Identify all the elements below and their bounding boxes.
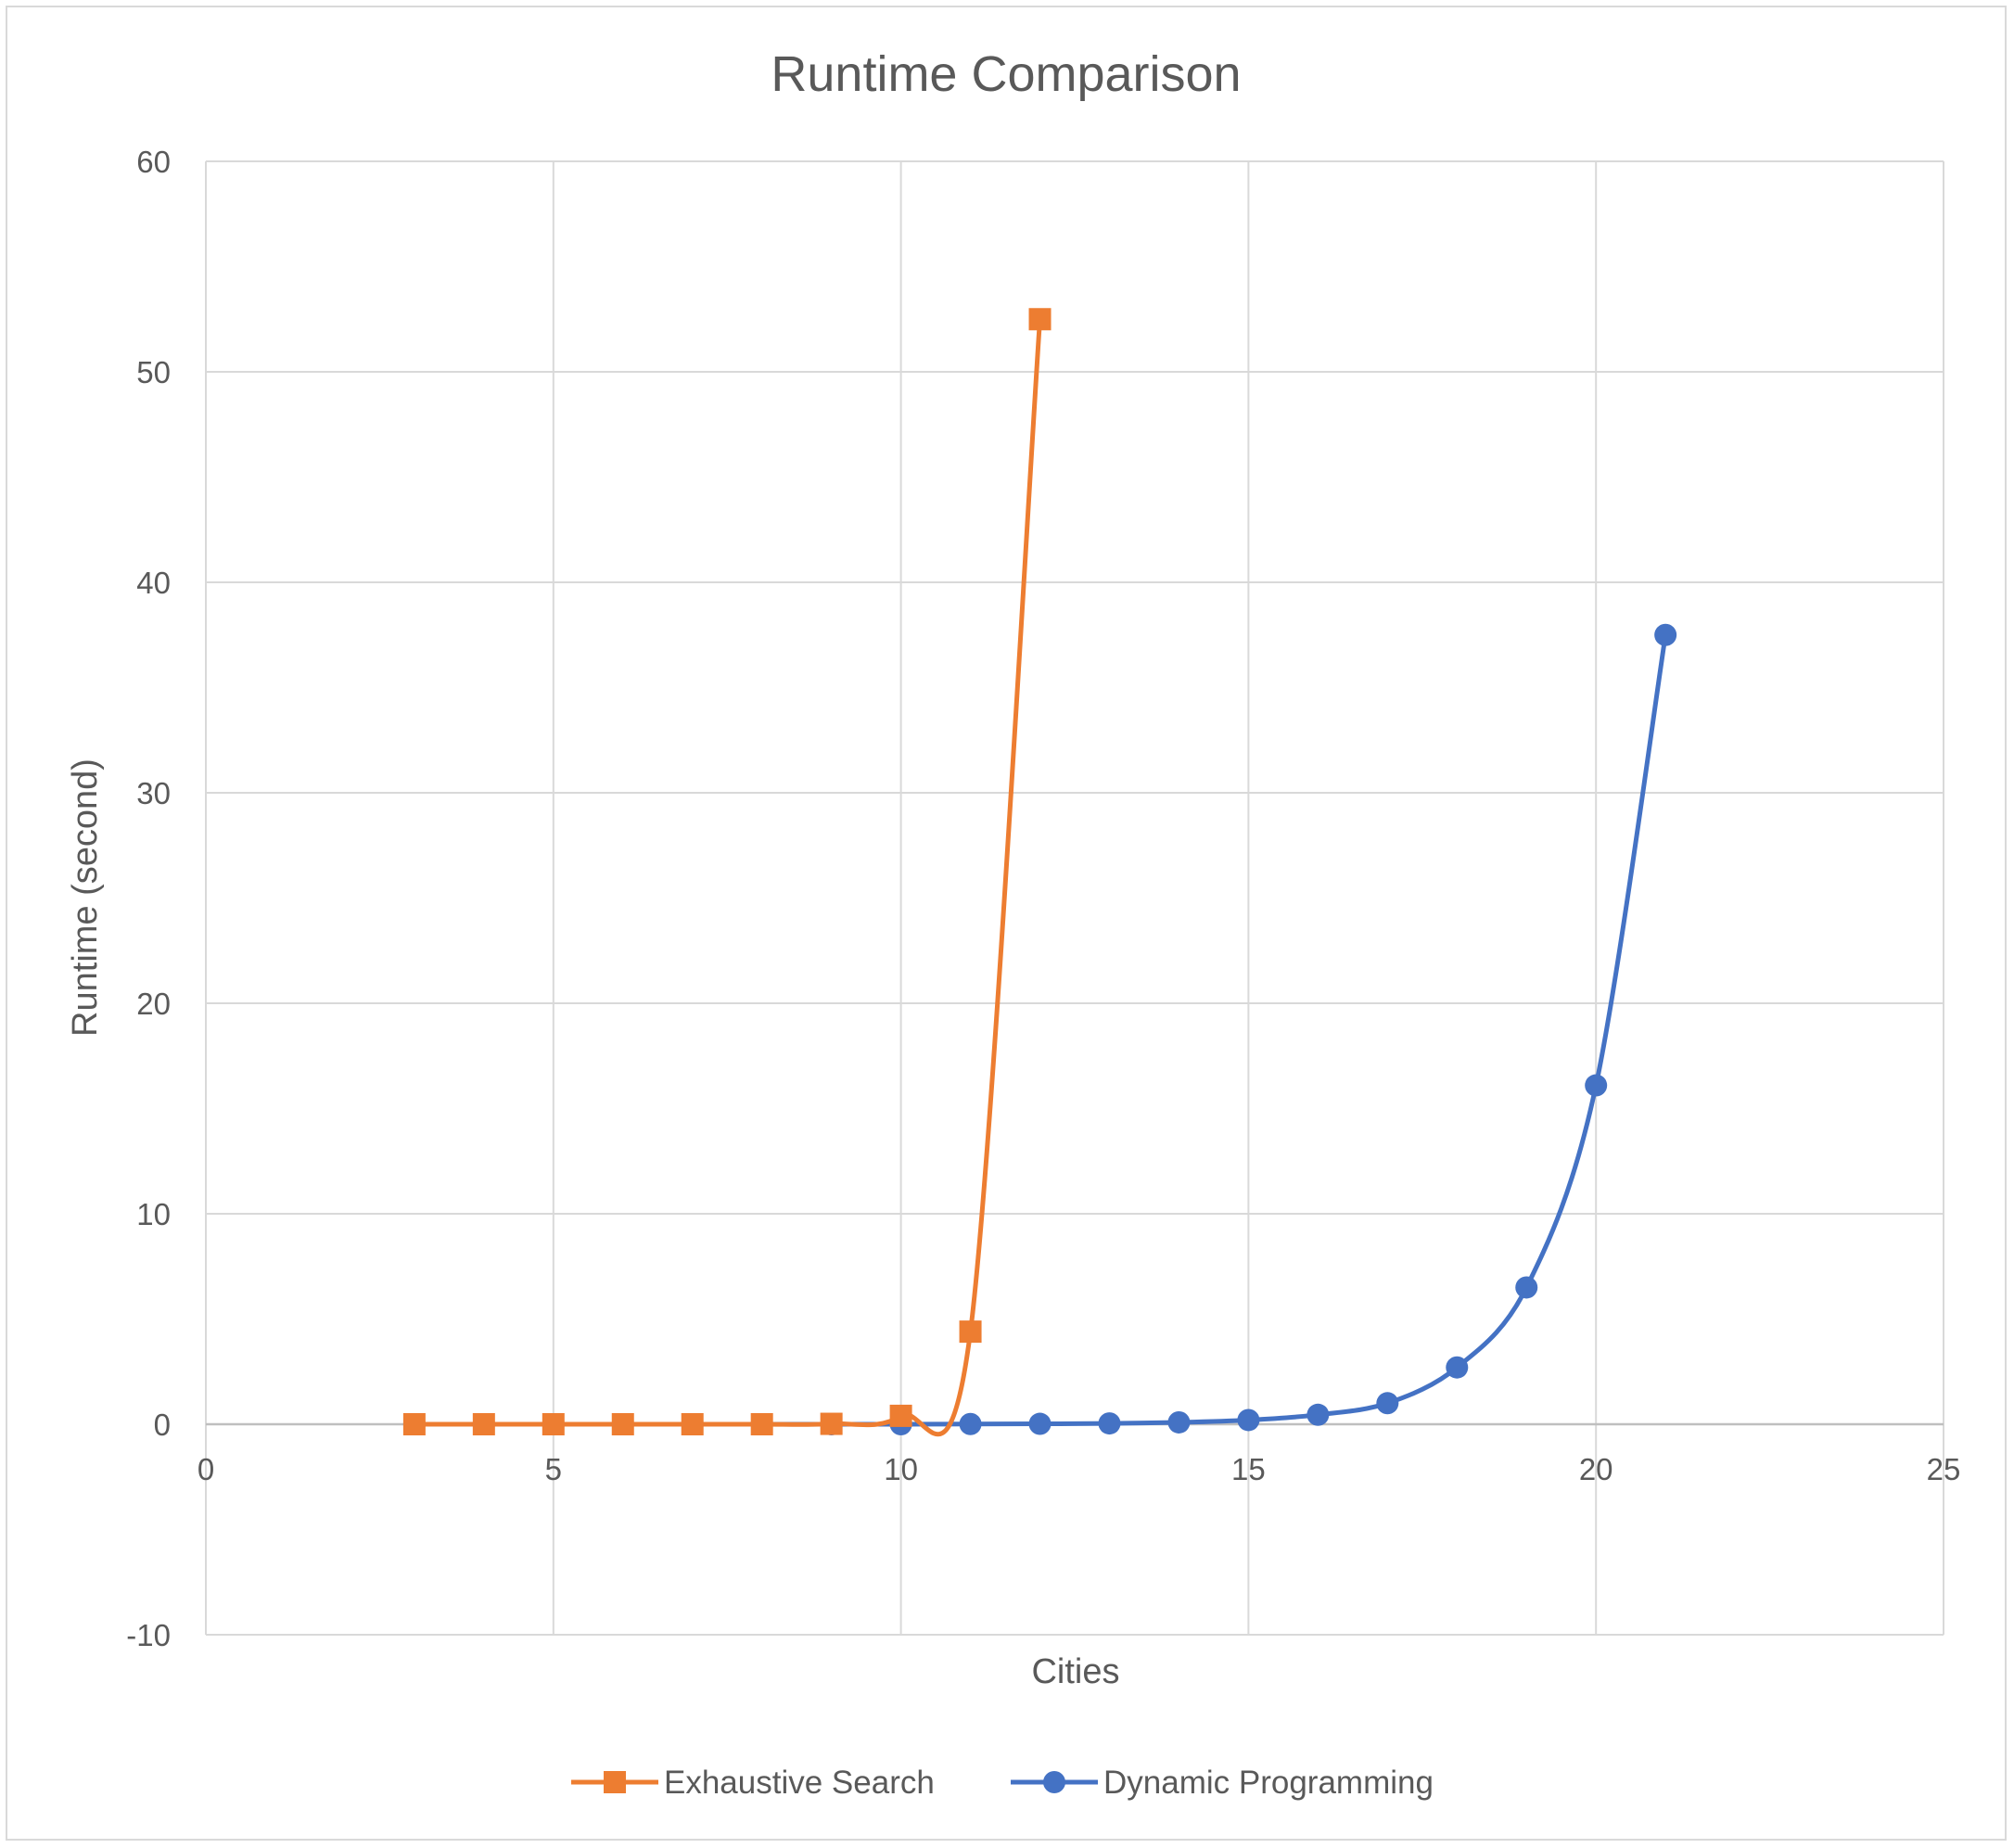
dynamic-programming-point xyxy=(959,1412,982,1435)
exhaustive-search-point xyxy=(472,1413,495,1435)
dynamic-programming-point xyxy=(1585,1074,1608,1097)
legend-label: Dynamic Programming xyxy=(1103,1765,1434,1801)
exhaustive-search-point xyxy=(750,1413,773,1435)
series-exhaustive-search xyxy=(402,308,1052,1437)
x-axis-title: Cities xyxy=(1031,1652,1119,1691)
y-tick-label: 30 xyxy=(136,776,171,810)
chart-title: Runtime Comparison xyxy=(771,46,1241,102)
chart-frame xyxy=(6,6,2007,1841)
y-tick-label: 40 xyxy=(136,566,171,600)
exhaustive-search-point xyxy=(889,1404,912,1427)
y-axis-title: Runtime (second) xyxy=(66,758,105,1037)
y-tick-label: 0 xyxy=(154,1408,171,1442)
legend-item-exhaustive-search: Exhaustive Search xyxy=(571,1765,935,1801)
series-dynamic-programming xyxy=(402,623,1677,1435)
exhaustive-search-point xyxy=(959,1320,982,1344)
x-tick-label: 0 xyxy=(198,1452,214,1486)
exhaustive-search-line xyxy=(412,316,1043,1437)
dynamic-programming-point xyxy=(1446,1356,1469,1379)
x-tick-label: 10 xyxy=(884,1452,918,1486)
dynamic-programming-point xyxy=(1167,1410,1191,1434)
y-tick-label: 60 xyxy=(136,145,171,179)
x-tick-label: 5 xyxy=(545,1452,562,1486)
dynamic-programming-point xyxy=(1307,1403,1330,1426)
dynamic-programming-point xyxy=(1654,623,1677,646)
exhaustive-search-point xyxy=(402,1413,426,1435)
legend: Exhaustive Search Dynamic Programming xyxy=(571,1765,1434,1801)
exhaustive-search-point xyxy=(820,1412,843,1435)
legend-label: Exhaustive Search xyxy=(664,1765,935,1801)
x-tick-label: 25 xyxy=(1927,1452,1961,1486)
dynamic-programming-point xyxy=(1515,1276,1538,1299)
y-tick-label: 20 xyxy=(136,987,171,1021)
gridlines xyxy=(205,160,1944,1636)
dynamic-programming-point xyxy=(1028,1412,1052,1435)
legend-swatch-marker xyxy=(604,1771,626,1793)
dynamic-programming-point xyxy=(1237,1408,1260,1432)
x-tick-label: 15 xyxy=(1231,1452,1266,1486)
x-tick-label: 20 xyxy=(1579,1452,1613,1486)
y-tick-label: -10 xyxy=(126,1618,171,1652)
series-group xyxy=(402,308,1677,1437)
dynamic-programming-point xyxy=(1376,1392,1399,1415)
tick-labels: -10 0 10 20 30 40 50 60 0 5 10 15 20 25 xyxy=(126,145,1960,1652)
exhaustive-search-point xyxy=(611,1413,634,1435)
legend-item-dynamic-programming: Dynamic Programming xyxy=(1011,1765,1434,1801)
y-tick-label: 10 xyxy=(136,1197,171,1231)
exhaustive-search-point xyxy=(681,1413,704,1435)
y-tick-label: 50 xyxy=(136,355,171,389)
dynamic-programming-line xyxy=(412,632,1668,1427)
exhaustive-search-point xyxy=(1028,308,1052,331)
exhaustive-search-point xyxy=(542,1413,565,1435)
dynamic-programming-point xyxy=(1098,1412,1121,1435)
legend-swatch-marker xyxy=(1043,1771,1065,1793)
